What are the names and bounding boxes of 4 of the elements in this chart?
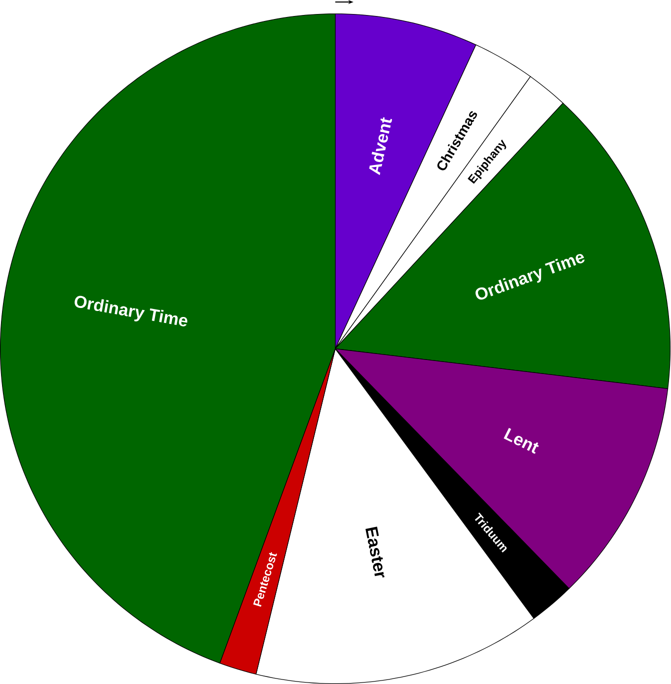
slice-label: Advent <box>369 117 392 176</box>
slice-label: Easter <box>366 526 385 578</box>
slice-label: Lent <box>504 428 540 454</box>
slice-label: Ordinary Time <box>74 296 188 326</box>
